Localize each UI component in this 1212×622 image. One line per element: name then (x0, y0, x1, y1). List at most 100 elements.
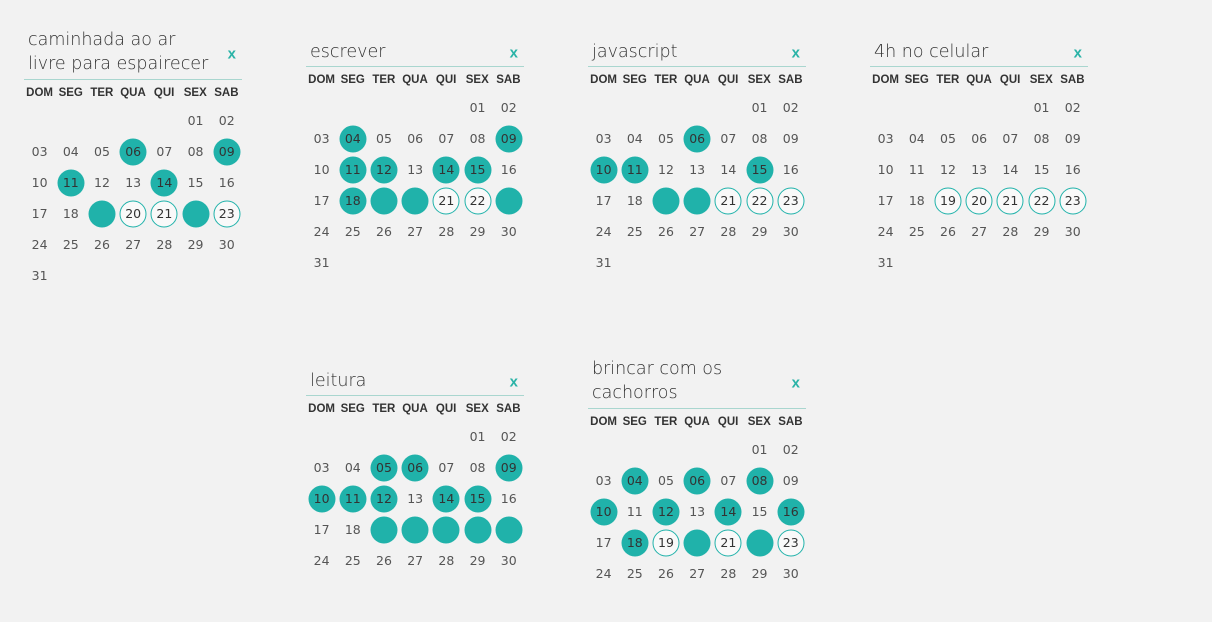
day-cell[interactable]: 24 (24, 229, 55, 260)
day-cell[interactable]: 10 (588, 154, 619, 185)
day-cell[interactable]: 16 (211, 167, 242, 198)
day-cell[interactable]: 11 (55, 167, 86, 198)
day-cell[interactable]: 14 (713, 154, 744, 185)
day-cell[interactable]: 06 (964, 123, 995, 154)
day-cell[interactable]: 12 (650, 154, 681, 185)
day-cell[interactable]: 24 (306, 216, 337, 247)
day-cell[interactable]: 31 (870, 247, 901, 278)
day-cell[interactable]: 30 (211, 229, 242, 260)
day-cell[interactable]: 30 (775, 216, 806, 247)
day-cell[interactable]: 11 (619, 154, 650, 185)
day-cell[interactable]: 28 (431, 545, 462, 576)
day-cell[interactable]: 26 (650, 558, 681, 582)
day-cell[interactable]: 04 (619, 123, 650, 154)
day-cell[interactable]: 21 (713, 527, 744, 558)
day-cell[interactable]: 13 (964, 154, 995, 185)
day-cell[interactable]: 01 (744, 92, 775, 123)
day-cell[interactable]: 30 (493, 216, 524, 247)
day-cell[interactable]: 13 (682, 496, 713, 527)
day-cell[interactable]: 03 (306, 452, 337, 483)
day-cell[interactable]: 26 (368, 216, 399, 247)
day-cell[interactable]: 31 (24, 260, 55, 291)
day-cell[interactable] (493, 514, 524, 545)
day-cell[interactable]: 29 (1026, 216, 1057, 247)
day-cell[interactable]: 04 (901, 123, 932, 154)
day-cell[interactable]: 07 (713, 123, 744, 154)
day-cell[interactable]: 04 (55, 136, 86, 167)
day-cell[interactable]: 11 (337, 483, 368, 514)
day-cell[interactable]: 25 (619, 216, 650, 247)
day-cell[interactable]: 12 (86, 167, 117, 198)
day-cell[interactable]: 19 (932, 185, 963, 216)
day-cell[interactable]: 31 (306, 247, 337, 278)
day-cell[interactable]: 01 (180, 105, 211, 136)
day-cell[interactable]: 09 (493, 452, 524, 483)
day-cell[interactable]: 09 (775, 123, 806, 154)
day-cell[interactable]: 12 (650, 496, 681, 527)
day-cell[interactable]: 01 (462, 421, 493, 452)
day-cell[interactable]: 19 (650, 527, 681, 558)
day-cell[interactable]: 21 (713, 185, 744, 216)
day-cell[interactable]: 30 (1057, 216, 1088, 247)
day-cell[interactable]: 17 (588, 185, 619, 216)
day-cell[interactable]: 12 (932, 154, 963, 185)
day-cell[interactable]: 17 (306, 514, 337, 545)
day-cell[interactable]: 11 (337, 154, 368, 185)
day-cell[interactable]: 18 (337, 514, 368, 545)
day-cell[interactable]: 24 (870, 216, 901, 247)
day-cell[interactable]: 29 (180, 229, 211, 260)
day-cell[interactable] (86, 198, 117, 229)
day-cell[interactable]: 28 (431, 216, 462, 247)
day-cell[interactable]: 21 (431, 185, 462, 216)
remove-habit-button[interactable]: x (509, 44, 518, 62)
day-cell[interactable] (744, 527, 775, 558)
day-cell[interactable]: 24 (306, 545, 337, 576)
day-cell[interactable]: 26 (650, 216, 681, 247)
day-cell[interactable]: 28 (149, 229, 180, 260)
day-cell[interactable]: 06 (400, 452, 431, 483)
day-cell[interactable]: 27 (400, 216, 431, 247)
day-cell[interactable]: 10 (24, 167, 55, 198)
day-cell[interactable]: 02 (493, 421, 524, 452)
day-cell[interactable]: 16 (775, 496, 806, 527)
day-cell[interactable]: 06 (682, 465, 713, 496)
day-cell[interactable] (400, 514, 431, 545)
day-cell[interactable]: 09 (1057, 123, 1088, 154)
day-cell[interactable]: 08 (462, 452, 493, 483)
day-cell[interactable]: 31 (588, 247, 619, 278)
day-cell[interactable]: 22 (744, 185, 775, 216)
day-cell[interactable]: 08 (744, 123, 775, 154)
day-cell[interactable] (682, 185, 713, 216)
day-cell[interactable]: 15 (462, 483, 493, 514)
day-cell[interactable]: 16 (493, 483, 524, 514)
day-cell[interactable]: 05 (86, 136, 117, 167)
day-cell[interactable] (368, 185, 399, 216)
day-cell[interactable]: 27 (400, 545, 431, 576)
remove-habit-button[interactable]: x (509, 373, 518, 391)
day-cell[interactable]: 01 (744, 434, 775, 465)
day-cell[interactable]: 28 (995, 216, 1026, 247)
day-cell[interactable] (462, 514, 493, 545)
day-cell[interactable]: 13 (400, 483, 431, 514)
day-cell[interactable]: 03 (588, 465, 619, 496)
day-cell[interactable]: 15 (744, 154, 775, 185)
day-cell[interactable]: 27 (118, 229, 149, 260)
day-cell[interactable]: 14 (431, 154, 462, 185)
day-cell[interactable]: 14 (713, 496, 744, 527)
day-cell[interactable]: 14 (149, 167, 180, 198)
day-cell[interactable]: 08 (180, 136, 211, 167)
day-cell[interactable]: 17 (870, 185, 901, 216)
day-cell[interactable]: 14 (995, 154, 1026, 185)
day-cell[interactable]: 29 (744, 216, 775, 247)
day-cell[interactable]: 03 (306, 123, 337, 154)
day-cell[interactable]: 07 (431, 123, 462, 154)
day-cell[interactable]: 05 (650, 465, 681, 496)
day-cell[interactable]: 23 (211, 198, 242, 229)
day-cell[interactable]: 22 (462, 185, 493, 216)
day-cell[interactable]: 09 (211, 136, 242, 167)
day-cell[interactable]: 06 (118, 136, 149, 167)
day-cell[interactable]: 07 (713, 465, 744, 496)
day-cell[interactable] (400, 185, 431, 216)
day-cell[interactable]: 18 (619, 527, 650, 558)
day-cell[interactable]: 09 (493, 123, 524, 154)
